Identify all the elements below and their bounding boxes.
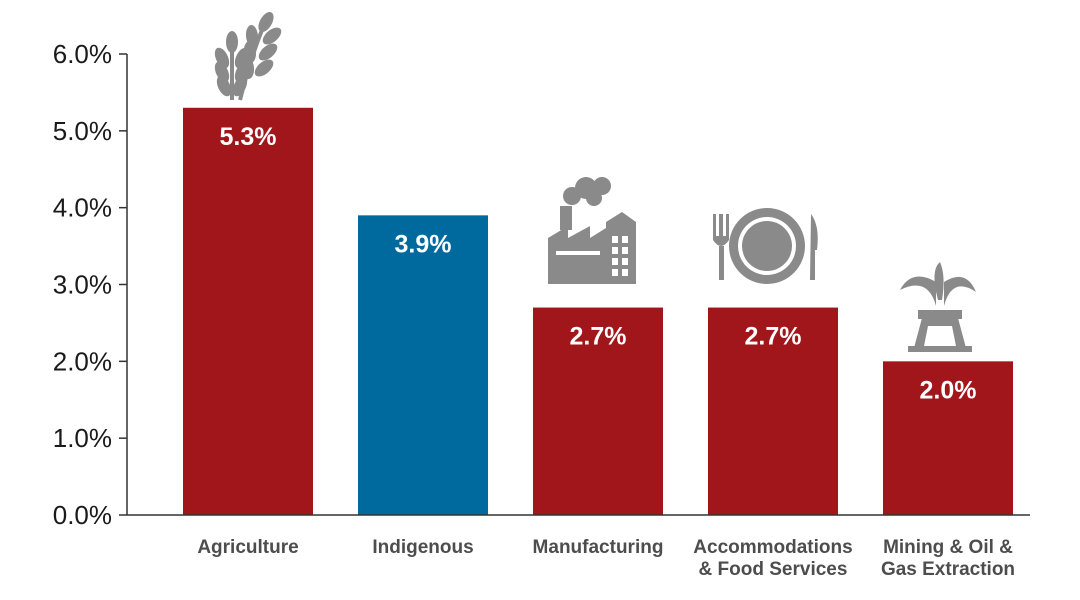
x-category-label: Indigenous [372,537,473,558]
y-tick-label: 2.0% [53,346,112,376]
x-category-label: Agriculture [197,537,298,558]
x-axis: Agriculture Indigenous Manufacturing Accomm… [127,514,1030,580]
oil-well-icon [900,262,976,352]
bar-value-label: 2.7% [745,323,802,351]
bar-icons [214,12,976,352]
wheat-icon [214,12,282,101]
bar-value-label: 2.0% [920,376,977,404]
bar [708,307,838,515]
x-category-label: Manufacturing [533,537,664,558]
bar-value-label: 5.3% [220,123,277,151]
factory-icon [548,177,636,284]
y-tick-label: 3.0% [53,270,112,300]
place-setting-icon [713,208,818,284]
y-tick-label: 1.0% [53,423,112,453]
x-category-label: Accommodations & Food Services [693,537,852,580]
y-axis: 0.0% 1.0% 2.0% 3.0% 4.0% 5.0% 6.0% [53,39,128,530]
bar-value-label: 2.7% [570,323,627,351]
y-tick-label: 0.0% [53,500,112,530]
y-tick-label: 5.0% [53,116,112,146]
y-tick-label: 4.0% [53,193,112,223]
bar [883,361,1013,515]
y-tick-label: 6.0% [53,39,112,69]
bars: 5.3% 3.9% 2.7% 2.7% 2.0% [183,107,1013,516]
bar-value-label: 3.9% [395,230,452,258]
x-category-label: Mining & Oil & Gas Extraction [881,537,1015,580]
bar [533,307,663,515]
bar [358,215,488,515]
bar [183,107,313,516]
